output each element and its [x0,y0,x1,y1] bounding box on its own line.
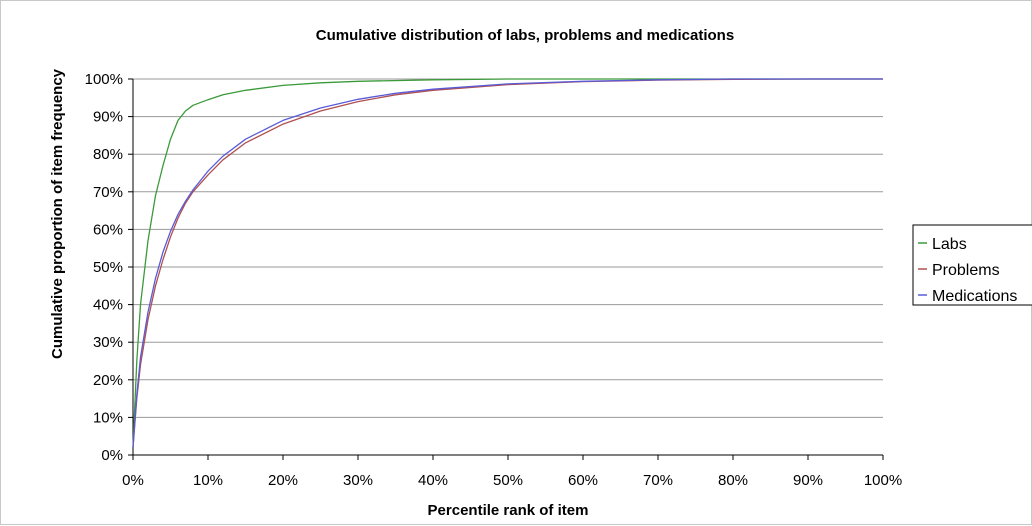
series-line-medications [132,78,883,448]
y-tick-label: 40% [93,297,123,314]
legend-label-problems: Problems [932,262,1000,279]
x-tick-label: 80% [718,472,748,489]
series-lines [132,78,883,448]
y-axis-ticks: 0% 10% 20% 30% 40% 50% 60% 70% 80% 90% 100% [85,71,133,464]
x-tick-label: 90% [793,472,823,489]
y-tick-label: 50% [93,259,123,276]
chart-title: Cumulative distribution of labs, problem… [316,27,734,44]
x-tick-label: 40% [418,472,448,489]
x-tick-label: 60% [568,472,598,489]
y-tick-label: 0% [101,447,123,464]
series-line-labs [132,78,883,448]
legend-label-labs: Labs [932,236,967,253]
y-tick-label: 30% [93,334,123,351]
legend: Labs Problems Medications [912,224,1032,306]
x-tick-label: 50% [493,472,523,489]
x-tick-label: 70% [643,472,673,489]
y-tick-label: 70% [93,184,123,201]
y-tick-label: 60% [93,221,123,238]
series-line-problems [132,78,883,448]
x-tick-label: 30% [343,472,373,489]
legend-entries: Labs Problems Medications [918,236,1017,305]
legend-label-medications: Medications [932,288,1017,305]
grid-lines [133,78,883,418]
y-tick-label: 90% [93,109,123,126]
x-axis-title: Percentile rank of item [428,502,589,519]
x-tick-label: 10% [193,472,223,489]
legend-box [912,224,1032,306]
y-tick-label: 10% [93,409,123,426]
x-tick-label: 100% [864,472,902,489]
y-tick-label: 20% [93,372,123,389]
y-axis-title: Cumulative proportion of item frequency [49,68,66,359]
x-axis-ticks: 0% 10% 20% 30% 40% 50% 60% 70% 80% 90% 100% [122,455,902,489]
x-tick-label: 20% [268,472,298,489]
x-tick-label: 0% [122,472,144,489]
y-tick-label: 100% [85,71,123,88]
y-tick-label: 80% [93,146,123,163]
